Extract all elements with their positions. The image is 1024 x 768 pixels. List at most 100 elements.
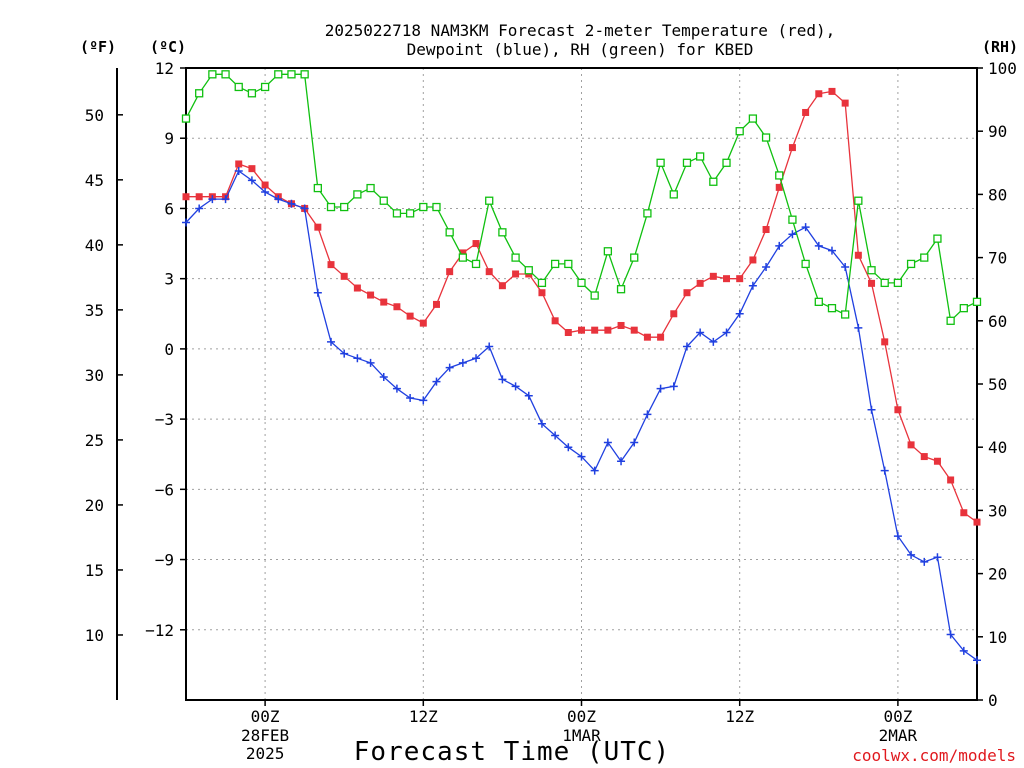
- temperature-point: [736, 275, 744, 283]
- rh-unit-label: (RH): [982, 38, 1018, 56]
- rh-point: [524, 266, 533, 275]
- dewpoint-point: [458, 358, 467, 367]
- dewpoint-point: [221, 195, 230, 204]
- rh-point: [287, 70, 296, 79]
- dewpoint-point: [274, 195, 283, 204]
- temperature-point: [643, 333, 651, 341]
- rh-point: [761, 133, 771, 142]
- rh-point: [260, 82, 270, 92]
- dewpoint-point: [564, 443, 573, 452]
- dewpoint-point: [300, 204, 309, 213]
- rh-point: [643, 209, 652, 218]
- x-axis-title: Forecast Time (UTC): [354, 737, 670, 767]
- celsius-tick-label: 3: [164, 270, 174, 289]
- temperature-point: [617, 321, 625, 329]
- dewpoint-point: [893, 532, 902, 541]
- rh-point: [366, 183, 375, 193]
- rh-point: [234, 82, 243, 92]
- rh-point: [353, 190, 362, 199]
- dewpoint-point: [880, 466, 889, 475]
- dewpoint-point: [669, 382, 678, 391]
- time-tick-label: 12Z: [409, 707, 438, 726]
- rh-point: [340, 202, 349, 212]
- grid-lines: [186, 68, 977, 700]
- time-tick-label: 00Z: [567, 707, 596, 726]
- rh-point: [405, 209, 415, 218]
- dewpoint-point: [735, 309, 744, 318]
- rh-point: [274, 70, 283, 79]
- temperature-point: [419, 319, 427, 327]
- temperature-point: [815, 90, 823, 98]
- rh-point: [656, 158, 665, 167]
- rh-point: [801, 259, 810, 269]
- chart-title-line1: 2025022718 NAM3KM Forecast 2-meter Tempe…: [325, 21, 836, 40]
- temperature-point: [788, 144, 796, 152]
- dewpoint-point: [498, 375, 507, 384]
- dewpoint-point: [261, 188, 270, 197]
- temperature-point: [683, 289, 691, 297]
- dewpoint-point: [788, 230, 797, 239]
- temperature-point: [235, 160, 243, 168]
- temperature-point: [393, 303, 401, 311]
- rh-point: [181, 114, 191, 123]
- rh-point: [841, 310, 850, 319]
- dewpoint-point: [366, 358, 375, 367]
- temperature-point: [749, 256, 757, 264]
- dewpoint-point: [907, 550, 916, 559]
- temperature-point: [973, 518, 981, 526]
- dewpoint-point: [827, 246, 836, 255]
- fahrenheit-tick-label: 50: [85, 106, 104, 125]
- dewpoint-point: [379, 372, 388, 381]
- temperature-point: [327, 261, 335, 269]
- rh-tick-label: 10: [988, 628, 1007, 647]
- celsius-tick-label: 6: [164, 199, 174, 218]
- tick-labels: 129630−3−6−9−125045403530252015101009080…: [85, 59, 1017, 763]
- dewpoint-point: [762, 262, 771, 271]
- temperature-point: [960, 509, 968, 517]
- celsius-tick-label: 12: [155, 59, 174, 78]
- fahrenheit-tick-label: 45: [85, 171, 104, 190]
- fahrenheit-tick-label: 30: [85, 366, 104, 385]
- rh-point: [313, 183, 322, 193]
- rh-point: [854, 196, 863, 205]
- dewpoint-point: [959, 646, 968, 655]
- fahrenheit-unit-label: (ºF): [80, 38, 116, 56]
- temperature-point: [195, 193, 203, 201]
- rh-point: [445, 228, 454, 237]
- rh-point: [432, 202, 441, 212]
- credit-text: coolwx.com/models: [852, 746, 1016, 765]
- dewpoint-point: [577, 452, 586, 461]
- rh-point: [208, 70, 217, 79]
- temperature-point: [578, 326, 585, 334]
- fahrenheit-tick-label: 10: [85, 626, 104, 645]
- temperature-point: [538, 289, 546, 297]
- rh-point: [696, 152, 705, 161]
- dewpoint-point: [801, 223, 810, 232]
- rh-point: [300, 70, 309, 79]
- dewpoint-point: [340, 349, 349, 358]
- temperature-point: [709, 272, 717, 280]
- rh-point: [735, 127, 744, 136]
- dewpoint-point: [287, 199, 296, 208]
- rh-point: [946, 316, 955, 325]
- temperature-point: [947, 476, 955, 484]
- temperature-point: [472, 240, 480, 248]
- dewpoint-point: [537, 419, 546, 428]
- time-tick-sublabel: 2025: [246, 744, 285, 763]
- rh-point: [867, 266, 876, 275]
- dewpoint-point: [406, 394, 415, 403]
- rh-point: [195, 89, 204, 98]
- rh-tick-label: 0: [988, 691, 998, 710]
- rh-point: [379, 196, 388, 205]
- dewpoint-point: [419, 396, 428, 405]
- celsius-tick-label: 9: [164, 129, 174, 148]
- rh-tick-label: 70: [988, 249, 1007, 268]
- temperature-point: [933, 457, 941, 465]
- temperature-point: [828, 87, 836, 95]
- rh-point: [221, 70, 230, 79]
- dewpoint-point: [234, 166, 243, 175]
- rh-point: [933, 234, 942, 243]
- dewpoint-point: [722, 328, 731, 337]
- rh-tick-label: 90: [988, 122, 1007, 141]
- rh-point: [392, 209, 402, 218]
